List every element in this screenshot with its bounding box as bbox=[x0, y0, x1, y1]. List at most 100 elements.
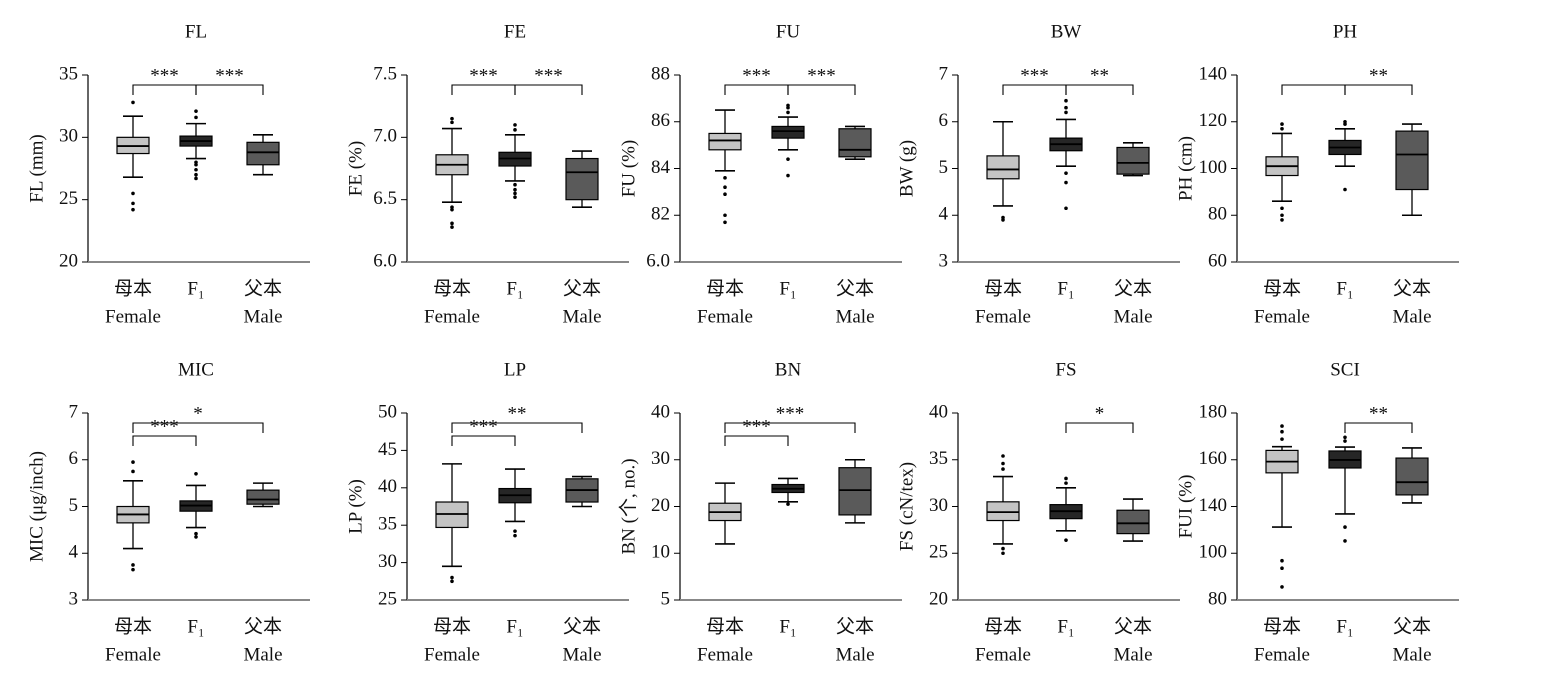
x-tick-label: F₁ bbox=[506, 616, 523, 637]
x-tick-label: Male bbox=[562, 644, 601, 665]
outlier bbox=[1343, 525, 1347, 529]
box bbox=[838, 467, 872, 516]
x-tick-label: F₁ bbox=[779, 278, 796, 299]
outlier bbox=[1280, 126, 1284, 131]
y-tick-label: 88 bbox=[651, 63, 670, 84]
outlier bbox=[513, 123, 517, 127]
significance-label: *** bbox=[742, 65, 771, 86]
y-tick-label: 100 bbox=[1199, 542, 1228, 563]
x-tick-label: Female bbox=[975, 644, 1031, 665]
y-tick-label: 80 bbox=[1208, 204, 1227, 225]
y-tick-label: 60 bbox=[1208, 250, 1227, 271]
x-tick-label: F₁ bbox=[779, 616, 796, 637]
outlier bbox=[1343, 439, 1347, 443]
significance-label: *** bbox=[150, 65, 179, 86]
x-tick-label: 母本 bbox=[114, 277, 152, 299]
outlier bbox=[1064, 110, 1068, 115]
significance-bracket bbox=[514, 84, 583, 95]
y-tick-label: 50 bbox=[378, 401, 397, 422]
outlier bbox=[723, 213, 727, 218]
outlier bbox=[131, 460, 135, 464]
box bbox=[1116, 509, 1150, 535]
x-tick-label: F₁ bbox=[1336, 616, 1353, 637]
box bbox=[771, 125, 805, 139]
outlier bbox=[1280, 213, 1284, 218]
x-tick-label: 父本 bbox=[244, 615, 282, 637]
panel: PH PH (cm) 60 80 100 120 140 母本 Female F₁ 父本 Male ** bbox=[1175, 21, 1459, 327]
x-tick-label: 母本 bbox=[706, 277, 744, 299]
y-tick-label: 30 bbox=[651, 448, 670, 469]
outlier bbox=[450, 221, 454, 226]
x-tick-label: 父本 bbox=[836, 615, 874, 637]
panel-title: LP bbox=[504, 359, 526, 380]
box bbox=[986, 155, 1020, 180]
x-tick-label: 父本 bbox=[1114, 615, 1152, 637]
outlier bbox=[450, 579, 454, 584]
y-tick-label: 5 bbox=[939, 157, 949, 178]
outlier bbox=[450, 205, 454, 209]
outlier bbox=[1001, 467, 1005, 471]
y-axis-label: PH (cm) bbox=[1175, 136, 1196, 201]
panel: SCI FUI (%) 80 100 140 160 180 母本 Female F₁ 父本 Male… bbox=[1175, 359, 1459, 665]
outlier bbox=[1064, 476, 1068, 481]
significance-bracket bbox=[1281, 84, 1346, 95]
outlier bbox=[1001, 215, 1005, 220]
y-tick-label: 3 bbox=[69, 588, 79, 609]
y-tick-label: 6.0 bbox=[646, 250, 670, 271]
significance-bracket bbox=[132, 84, 197, 95]
significance-bracket bbox=[1344, 422, 1413, 433]
x-tick-label: Female bbox=[697, 644, 753, 665]
outlier bbox=[194, 115, 198, 120]
y-tick-label: 35 bbox=[378, 514, 397, 535]
outlier bbox=[194, 176, 198, 181]
x-tick-label: Male bbox=[1113, 644, 1152, 665]
significance-label: ** bbox=[1090, 65, 1109, 86]
y-tick-label: 40 bbox=[929, 401, 948, 422]
y-tick-label: 140 bbox=[1199, 63, 1228, 84]
x-tick-label: Male bbox=[562, 306, 601, 327]
y-tick-label: 30 bbox=[59, 126, 78, 147]
significance-label: *** bbox=[215, 65, 244, 86]
x-tick-label: 父本 bbox=[244, 277, 282, 299]
y-tick-label: 7.0 bbox=[373, 126, 397, 147]
panel-title: BN bbox=[775, 359, 802, 380]
y-tick-label: 6.0 bbox=[373, 250, 397, 271]
box bbox=[1395, 130, 1429, 191]
panel: FE FE (%) 6.0 6.5 7.0 7.5 母本 Female F₁ 父本 Male *** *… bbox=[345, 21, 629, 327]
x-tick-label: 父本 bbox=[563, 615, 601, 637]
x-tick-label: 父本 bbox=[563, 277, 601, 299]
outlier bbox=[513, 195, 517, 199]
outlier bbox=[513, 128, 517, 132]
significance-label: *** bbox=[534, 65, 563, 86]
outlier bbox=[786, 173, 790, 178]
outlier bbox=[194, 471, 198, 476]
significance-bracket bbox=[451, 435, 516, 446]
x-tick-label: F₁ bbox=[1057, 278, 1074, 299]
x-tick-label: F₁ bbox=[506, 278, 523, 299]
y-axis-label: FE (%) bbox=[345, 141, 366, 196]
y-tick-label: 5 bbox=[69, 495, 79, 516]
box bbox=[246, 141, 280, 166]
outlier bbox=[1343, 119, 1347, 124]
outlier bbox=[1001, 454, 1005, 458]
y-tick-label: 4 bbox=[69, 542, 79, 563]
y-tick-label: 25 bbox=[59, 188, 78, 209]
y-tick-label: 120 bbox=[1199, 110, 1228, 131]
outlier bbox=[1280, 429, 1284, 434]
outlier bbox=[450, 225, 454, 229]
y-axis-label: MIC (μg/inch) bbox=[26, 451, 47, 562]
outlier bbox=[1280, 566, 1284, 571]
x-tick-label: Male bbox=[835, 306, 874, 327]
significance-bracket bbox=[451, 84, 516, 95]
outlier bbox=[1064, 171, 1068, 175]
x-tick-label: 母本 bbox=[1263, 277, 1301, 299]
panel-title: SCI bbox=[1330, 359, 1360, 380]
x-tick-label: Female bbox=[1254, 306, 1310, 327]
significance-bracket bbox=[1344, 84, 1413, 95]
significance-label: *** bbox=[469, 416, 498, 437]
panel-title: MIC bbox=[178, 359, 214, 380]
significance-bracket bbox=[1002, 84, 1067, 95]
